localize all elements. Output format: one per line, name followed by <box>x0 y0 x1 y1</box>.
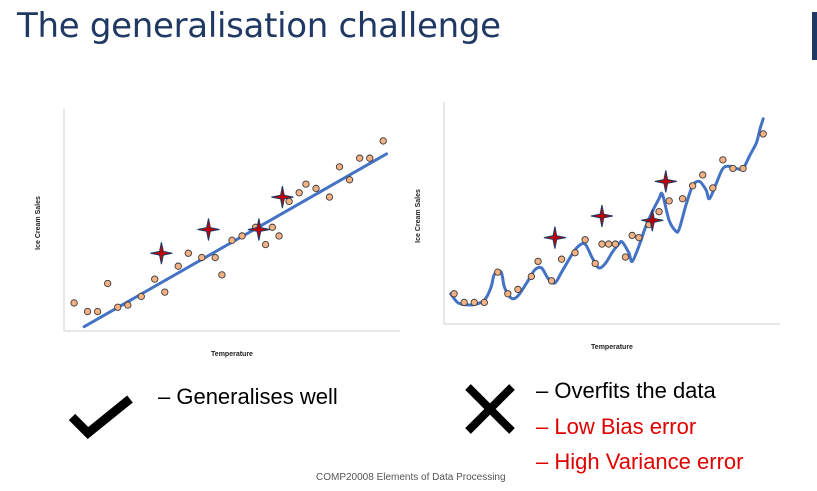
data-point <box>151 275 159 283</box>
data-point <box>470 298 478 307</box>
data-point <box>480 298 488 307</box>
highlight-star <box>641 209 664 232</box>
data-point <box>655 208 663 216</box>
data-point <box>335 163 344 171</box>
slide-footer: COMP20008 Elements of Data Processing <box>316 472 506 483</box>
data-point <box>345 176 354 184</box>
data-point <box>557 255 566 263</box>
data-point <box>699 171 707 179</box>
highlight-star <box>271 186 294 209</box>
data-point <box>514 285 522 294</box>
data-point <box>527 272 536 281</box>
y-axis-label: Ice Cream Sales <box>415 189 422 243</box>
data-point <box>504 290 512 298</box>
data-point <box>238 232 246 240</box>
data-point <box>450 290 458 298</box>
data-point <box>688 182 697 190</box>
data-point <box>104 279 112 288</box>
data-point <box>285 197 293 206</box>
data-point <box>83 307 92 316</box>
data-point <box>325 193 334 201</box>
data-point <box>494 268 502 276</box>
checkmark-icon <box>68 395 133 440</box>
y-axis-label: Ice Cream Sales <box>35 196 42 250</box>
data-point <box>312 184 320 193</box>
data-point <box>93 307 102 316</box>
generalises-well-caption: – Generalises well <box>158 384 338 409</box>
data-point <box>635 233 643 242</box>
data-point <box>198 253 206 262</box>
page-title: The generalisation challenge <box>17 6 501 46</box>
low-bias-caption: – Low Bias error <box>536 414 697 439</box>
data-point <box>719 156 727 164</box>
highlight-star <box>150 242 173 265</box>
data-point <box>621 253 630 261</box>
data-point <box>356 154 364 162</box>
data-point <box>591 259 599 268</box>
data-point <box>268 223 276 231</box>
data-point <box>739 164 747 173</box>
data-point <box>302 180 310 188</box>
data-point <box>295 189 303 197</box>
data-point <box>729 164 737 173</box>
data-point <box>211 253 219 262</box>
data-point <box>379 137 387 145</box>
data-point <box>70 299 78 307</box>
data-point <box>174 262 182 270</box>
x-axis-label: Temperature <box>591 344 633 351</box>
data-point <box>547 277 556 285</box>
data-point <box>218 271 226 279</box>
fit-curve <box>449 117 765 307</box>
highlight-star <box>590 204 613 228</box>
data-point <box>604 240 613 248</box>
data-point <box>759 130 767 138</box>
data-point <box>628 231 636 240</box>
highlight-star <box>247 218 271 241</box>
data-point <box>581 236 589 244</box>
data-point <box>571 249 579 257</box>
data-point <box>261 240 270 249</box>
cross-icon <box>465 384 515 434</box>
data-point <box>611 240 620 248</box>
data-point <box>534 257 542 266</box>
data-point <box>137 292 145 301</box>
scatter-chart-good-fit: Temperature Ice Cream Sales <box>35 109 400 358</box>
overfits-caption: – Overfits the data <box>536 378 716 403</box>
data-point <box>114 303 122 311</box>
data-point <box>275 232 283 240</box>
data-point <box>228 236 236 244</box>
data-point <box>124 301 132 309</box>
data-point <box>366 154 374 162</box>
data-point <box>184 249 192 257</box>
highlight-star <box>654 170 677 193</box>
data-point <box>709 184 717 192</box>
data-point <box>678 195 687 203</box>
data-point <box>460 298 468 307</box>
x-axis-label: Temperature <box>211 351 253 358</box>
data-point <box>598 240 606 248</box>
scatter-chart-overfit: Temperature Ice Cream Sales <box>415 102 780 351</box>
highlight-star <box>197 218 220 241</box>
slide-edge-accent <box>812 12 817 60</box>
high-variance-caption: – High Variance error <box>536 449 744 474</box>
highlight-star <box>543 226 566 249</box>
data-point <box>161 288 169 296</box>
data-point <box>665 197 673 205</box>
